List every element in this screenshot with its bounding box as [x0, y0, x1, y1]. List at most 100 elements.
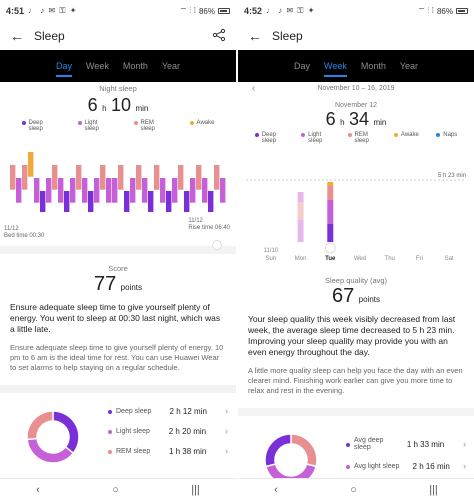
app-bar: ← Sleep — [238, 22, 474, 50]
sleep-stage-segment — [220, 178, 226, 203]
day-tick-label: Sat — [445, 256, 454, 262]
period-tabs: Day Week Month Year — [238, 50, 474, 82]
sleep-stage-segment — [22, 165, 28, 190]
slider-handle[interactable] — [212, 240, 222, 250]
sleep-stage-segment — [178, 165, 184, 190]
selected-day-handle — [324, 242, 336, 254]
back-arrow-icon[interactable]: ← — [248, 28, 262, 44]
tab-day[interactable]: Day — [55, 57, 72, 77]
date-start-label: 11/10 — [264, 248, 279, 254]
day-tick-label: Tue — [325, 256, 336, 262]
notification-icons: ♩ ♪ ✉ ⚿ ✦ — [28, 6, 78, 15]
sleep-stage-segment — [76, 165, 82, 190]
tab-week[interactable]: Week — [323, 57, 347, 77]
sleep-stage-segment — [154, 165, 160, 190]
quality-card: Sleep quality (avg) 67 points Your sleep… — [238, 268, 474, 408]
avg-row-deep[interactable]: Avg deep sleep 1 h 33 min › — [346, 437, 466, 451]
nav-back-button[interactable]: ‹ — [274, 483, 278, 496]
sleep-stage-segment — [64, 191, 70, 212]
sleep-stage-segment — [142, 178, 148, 203]
sleep-stage-segment — [58, 178, 64, 203]
day-sleep-bar — [327, 200, 334, 224]
sleep-stage-segment — [88, 191, 94, 212]
sleep-stage-segment — [118, 165, 124, 190]
prev-week-icon[interactable]: ‹ — [252, 83, 256, 94]
share-icon[interactable] — [212, 28, 226, 45]
donut-slice — [290, 433, 318, 468]
legend-rem: REM sleep — [347, 132, 377, 144]
breakdown-list: Deep sleep 2 h 12 min › Light sleep 2 h … — [108, 406, 228, 466]
system-nav-bar: ‹ ○ ||| — [0, 478, 236, 500]
status-bar: 4:51 ♩ ♪ ✉ ⚿ ✦ ⌔ ⫶ ⁞ 86% — [0, 0, 236, 22]
sleep-breakdown-card: Deep sleep 2 h 12 min › Light sleep 2 h … — [0, 393, 236, 478]
chevron-right-icon: › — [225, 426, 228, 436]
day-tick-label: Wed — [354, 256, 366, 262]
battery-percent: 86% — [436, 6, 453, 16]
quality-advice-text: A little more quality sleep can help you… — [248, 366, 463, 395]
sleep-stage-segment — [82, 178, 88, 203]
sleep-stage-segment — [100, 165, 106, 190]
donut-slice — [264, 433, 292, 468]
score-summary-text: Ensure adequate sleep time to give yours… — [10, 302, 221, 334]
day-tick-label: Sun — [266, 256, 277, 262]
phone-week-view: 4:52 ♩ ♪ ✉ ⚿ ✦ ⌔ ⫶ ⁞ 86% ← Sleep Day Wee… — [238, 0, 474, 500]
donut-slice — [26, 437, 75, 464]
phone-day-view: 4:51 ♩ ♪ ✉ ⚿ ✦ ⌔ ⫶ ⁞ 86% ← Sleep Day Wee… — [0, 0, 236, 500]
tab-year[interactable]: Year — [399, 61, 419, 71]
day-sleep-bar — [297, 202, 304, 220]
legend-rem: REM sleep — [133, 120, 163, 132]
nav-recents-button[interactable]: ||| — [429, 483, 438, 496]
battery-percent: 86% — [198, 6, 215, 16]
sleep-stage-segment — [34, 178, 40, 203]
page-title: Sleep — [272, 29, 303, 43]
night-sleep-chart — [10, 152, 226, 212]
bed-time: 11/12 Bed time 00:30 — [4, 226, 45, 239]
nav-home-button[interactable]: ○ — [350, 483, 357, 496]
legend-deep: Deep sleep — [21, 120, 51, 132]
nav-back-button[interactable]: ‹ — [36, 483, 40, 496]
avg-row-light[interactable]: Avg light sleep 2 h 16 min › — [346, 461, 466, 471]
night-sleep-duration: 6 h 10 min — [87, 95, 149, 115]
sleep-stage-segment — [130, 178, 136, 203]
page-title: Sleep — [34, 29, 65, 43]
tab-week[interactable]: Week — [85, 61, 109, 71]
score-value: 77 points — [93, 273, 143, 295]
sleep-stage-segment — [10, 165, 16, 190]
tab-month[interactable]: Month — [122, 61, 148, 71]
breakdown-row-light[interactable]: Light sleep 2 h 20 min › — [108, 426, 228, 436]
week-range: November 10 – 16, 2019 — [317, 85, 395, 92]
sleep-stage-segment — [148, 191, 154, 212]
nav-home-button[interactable]: ○ — [112, 483, 119, 496]
sleep-stage-segment — [52, 165, 58, 190]
day-sleep-bar — [297, 192, 304, 202]
tab-day[interactable]: Day — [293, 61, 310, 71]
period-tabs: Day Week Month Year — [0, 50, 236, 82]
sleep-stage-segment — [136, 165, 142, 190]
breakdown-row-deep[interactable]: Deep sleep 2 h 12 min › — [108, 406, 228, 416]
legend-awake: Awake — [189, 120, 214, 126]
nav-recents-button[interactable]: ||| — [191, 483, 200, 496]
day-sleep-bar — [327, 224, 334, 242]
sleep-stage-segment — [16, 178, 22, 203]
breakdown-row-rem[interactable]: REM sleep 1 h 38 min › — [108, 446, 228, 456]
tab-month[interactable]: Month — [360, 61, 386, 71]
status-time: 4:52 — [244, 6, 263, 16]
legend-awake: Awake — [393, 132, 419, 138]
sleep-stage-segment — [112, 178, 118, 203]
day-sleep-bar — [327, 182, 334, 186]
night-sleep-card: Night sleep 6 h 10 min Deep sleep Light … — [0, 82, 236, 250]
sleep-breakdown-donut — [26, 410, 80, 464]
chevron-right-icon: › — [462, 461, 466, 471]
day-tick-label: Mon — [295, 256, 307, 262]
sleep-stage-segment — [166, 191, 172, 212]
tab-year[interactable]: Year — [161, 61, 181, 71]
day-tick-label: Fri — [416, 256, 423, 262]
sleep-stage-segment — [184, 191, 190, 212]
chevron-right-icon: › — [225, 446, 228, 456]
legend-light: Light sleep — [301, 132, 330, 144]
sleep-stage-segment — [106, 178, 112, 203]
legend-light: Light sleep — [77, 120, 107, 132]
day-sleep-bar — [327, 186, 334, 200]
legend-deep: Deep sleep — [254, 132, 284, 144]
back-arrow-icon[interactable]: ← — [10, 28, 24, 44]
